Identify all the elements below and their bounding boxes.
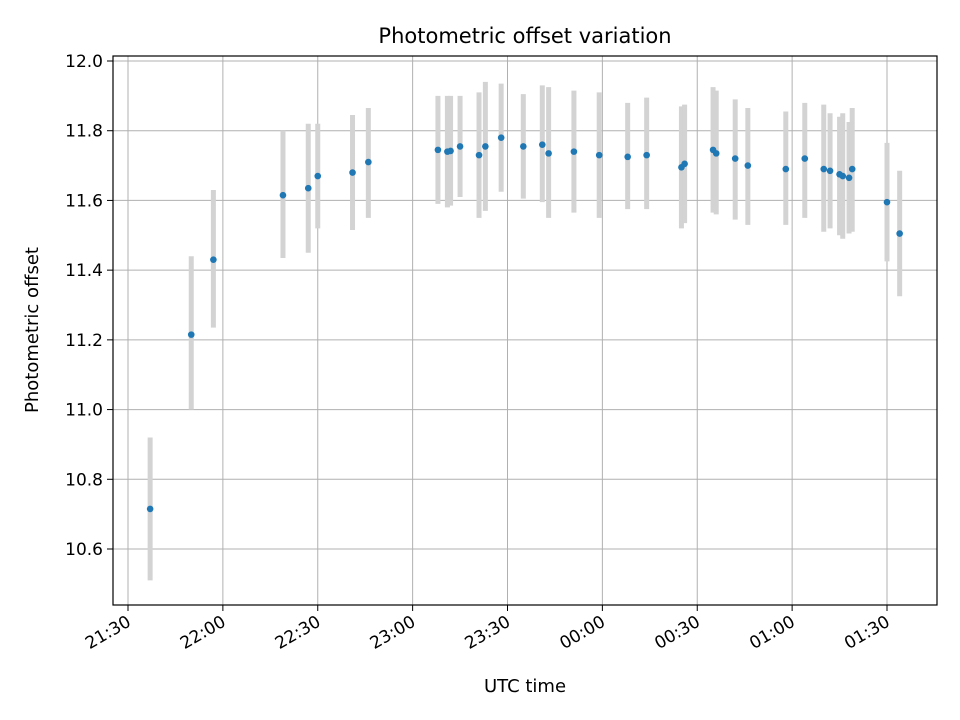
data-point <box>883 198 891 206</box>
y-tick-label: 11.4 <box>65 261 103 281</box>
data-point <box>570 148 578 155</box>
data-point <box>365 158 372 166</box>
data-point <box>845 174 853 182</box>
y-axis-label: Photometric offset <box>22 247 43 413</box>
y-tick-label: 11.6 <box>65 191 103 211</box>
y-tick-label: 11.0 <box>65 401 103 421</box>
data-point <box>482 143 489 150</box>
y-tick-label: 10.8 <box>65 470 103 490</box>
data-point <box>456 143 464 150</box>
y-tick-label: 12.0 <box>65 52 103 72</box>
x-axis-label: UTC time <box>484 676 566 697</box>
data-point <box>187 331 195 338</box>
data-point <box>497 134 505 141</box>
y-tick-label: 10.6 <box>65 540 103 560</box>
data-point <box>848 165 856 173</box>
data-point <box>820 165 828 173</box>
data-point <box>520 143 527 150</box>
data-point <box>624 153 631 161</box>
chart-title: Photometric offset variation <box>378 24 671 48</box>
y-tick-label: 11.8 <box>65 122 103 142</box>
data-point <box>434 146 442 154</box>
data-point <box>681 160 688 168</box>
data-point <box>349 169 356 176</box>
data-point <box>643 151 650 159</box>
data-point <box>595 151 603 159</box>
data-point <box>801 155 809 162</box>
data-point <box>731 155 739 162</box>
data-point <box>538 141 546 148</box>
data-point <box>475 151 483 159</box>
data-points <box>146 134 903 513</box>
data-point <box>839 172 847 180</box>
data-point <box>447 147 454 155</box>
data-point <box>782 165 790 173</box>
data-point <box>744 162 752 169</box>
data-point <box>304 184 312 192</box>
data-point <box>896 230 903 237</box>
y-tick-label: 11.2 <box>65 331 103 351</box>
data-point <box>314 172 322 180</box>
data-point <box>146 505 154 513</box>
data-point <box>279 191 287 199</box>
data-point <box>712 150 720 157</box>
data-point <box>545 150 552 157</box>
data-point <box>826 167 834 175</box>
plot-frame <box>112 55 938 606</box>
data-point <box>210 256 217 263</box>
